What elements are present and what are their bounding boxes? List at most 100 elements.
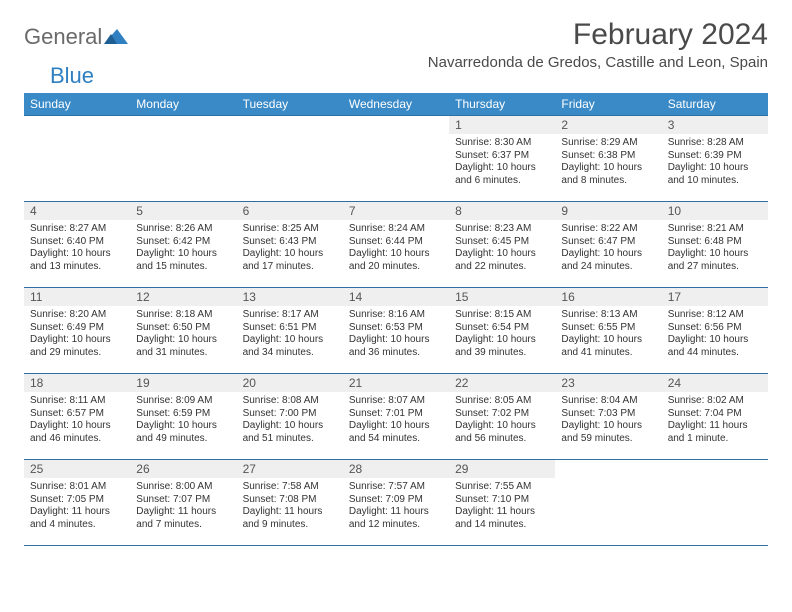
day-number: 18 (24, 374, 130, 392)
week-row: 11Sunrise: 8:20 AMSunset: 6:49 PMDayligh… (24, 288, 768, 374)
col-tuesday: Tuesday (237, 93, 343, 116)
day-cell: 12Sunrise: 8:18 AMSunset: 6:50 PMDayligh… (130, 288, 236, 374)
day-details: Sunrise: 8:27 AMSunset: 6:40 PMDaylight:… (24, 220, 130, 277)
col-sunday: Sunday (24, 93, 130, 116)
day-cell (237, 116, 343, 202)
day-number: 19 (130, 374, 236, 392)
calendar-table: Sunday Monday Tuesday Wednesday Thursday… (24, 93, 768, 546)
day-cell (24, 116, 130, 202)
day-number: 14 (343, 288, 449, 306)
day-details: Sunrise: 8:18 AMSunset: 6:50 PMDaylight:… (130, 306, 236, 363)
day-details: Sunrise: 8:09 AMSunset: 6:59 PMDaylight:… (130, 392, 236, 449)
day-number: 28 (343, 460, 449, 478)
day-cell: 29Sunrise: 7:55 AMSunset: 7:10 PMDayligh… (449, 460, 555, 546)
day-cell (343, 116, 449, 202)
day-cell: 4Sunrise: 8:27 AMSunset: 6:40 PMDaylight… (24, 202, 130, 288)
day-cell: 17Sunrise: 8:12 AMSunset: 6:56 PMDayligh… (662, 288, 768, 374)
day-cell: 21Sunrise: 8:07 AMSunset: 7:01 PMDayligh… (343, 374, 449, 460)
day-number: 22 (449, 374, 555, 392)
day-details: Sunrise: 8:30 AMSunset: 6:37 PMDaylight:… (449, 134, 555, 191)
day-details: Sunrise: 8:24 AMSunset: 6:44 PMDaylight:… (343, 220, 449, 277)
logo: General (24, 18, 130, 50)
day-details: Sunrise: 7:55 AMSunset: 7:10 PMDaylight:… (449, 478, 555, 535)
day-number: 6 (237, 202, 343, 220)
day-details: Sunrise: 8:21 AMSunset: 6:48 PMDaylight:… (662, 220, 768, 277)
day-number: 12 (130, 288, 236, 306)
day-number: 10 (662, 202, 768, 220)
day-cell: 26Sunrise: 8:00 AMSunset: 7:07 PMDayligh… (130, 460, 236, 546)
logo-triangle-icon (104, 24, 128, 50)
day-details: Sunrise: 8:12 AMSunset: 6:56 PMDaylight:… (662, 306, 768, 363)
day-cell: 13Sunrise: 8:17 AMSunset: 6:51 PMDayligh… (237, 288, 343, 374)
day-number: 26 (130, 460, 236, 478)
day-cell: 20Sunrise: 8:08 AMSunset: 7:00 PMDayligh… (237, 374, 343, 460)
day-number: 13 (237, 288, 343, 306)
col-friday: Friday (555, 93, 661, 116)
day-details: Sunrise: 8:26 AMSunset: 6:42 PMDaylight:… (130, 220, 236, 277)
day-number: 17 (662, 288, 768, 306)
day-details: Sunrise: 8:15 AMSunset: 6:54 PMDaylight:… (449, 306, 555, 363)
day-cell: 24Sunrise: 8:02 AMSunset: 7:04 PMDayligh… (662, 374, 768, 460)
day-number: 4 (24, 202, 130, 220)
day-details: Sunrise: 8:02 AMSunset: 7:04 PMDaylight:… (662, 392, 768, 449)
day-number: 5 (130, 202, 236, 220)
day-cell: 3Sunrise: 8:28 AMSunset: 6:39 PMDaylight… (662, 116, 768, 202)
day-number: 8 (449, 202, 555, 220)
day-cell: 2Sunrise: 8:29 AMSunset: 6:38 PMDaylight… (555, 116, 661, 202)
logo-text-general: General (24, 24, 102, 50)
day-number: 16 (555, 288, 661, 306)
day-number: 29 (449, 460, 555, 478)
day-details: Sunrise: 8:17 AMSunset: 6:51 PMDaylight:… (237, 306, 343, 363)
day-cell: 8Sunrise: 8:23 AMSunset: 6:45 PMDaylight… (449, 202, 555, 288)
day-details: Sunrise: 8:01 AMSunset: 7:05 PMDaylight:… (24, 478, 130, 535)
day-number: 25 (24, 460, 130, 478)
day-details: Sunrise: 8:07 AMSunset: 7:01 PMDaylight:… (343, 392, 449, 449)
logo-text-blue: Blue (50, 63, 792, 89)
week-row: 4Sunrise: 8:27 AMSunset: 6:40 PMDaylight… (24, 202, 768, 288)
day-details: Sunrise: 8:29 AMSunset: 6:38 PMDaylight:… (555, 134, 661, 191)
day-number: 1 (449, 116, 555, 134)
day-details: Sunrise: 8:04 AMSunset: 7:03 PMDaylight:… (555, 392, 661, 449)
day-details: Sunrise: 8:23 AMSunset: 6:45 PMDaylight:… (449, 220, 555, 277)
day-number: 21 (343, 374, 449, 392)
day-details: Sunrise: 8:05 AMSunset: 7:02 PMDaylight:… (449, 392, 555, 449)
col-monday: Monday (130, 93, 236, 116)
month-title: February 2024 (428, 18, 768, 52)
day-number: 7 (343, 202, 449, 220)
day-cell: 16Sunrise: 8:13 AMSunset: 6:55 PMDayligh… (555, 288, 661, 374)
day-details: Sunrise: 8:22 AMSunset: 6:47 PMDaylight:… (555, 220, 661, 277)
day-cell: 10Sunrise: 8:21 AMSunset: 6:48 PMDayligh… (662, 202, 768, 288)
col-saturday: Saturday (662, 93, 768, 116)
day-number: 23 (555, 374, 661, 392)
day-number: 27 (237, 460, 343, 478)
day-cell (662, 460, 768, 546)
weekday-header-row: Sunday Monday Tuesday Wednesday Thursday… (24, 93, 768, 116)
day-cell: 15Sunrise: 8:15 AMSunset: 6:54 PMDayligh… (449, 288, 555, 374)
day-cell: 25Sunrise: 8:01 AMSunset: 7:05 PMDayligh… (24, 460, 130, 546)
day-details: Sunrise: 8:13 AMSunset: 6:55 PMDaylight:… (555, 306, 661, 363)
day-cell: 9Sunrise: 8:22 AMSunset: 6:47 PMDaylight… (555, 202, 661, 288)
day-details: Sunrise: 8:08 AMSunset: 7:00 PMDaylight:… (237, 392, 343, 449)
day-cell: 19Sunrise: 8:09 AMSunset: 6:59 PMDayligh… (130, 374, 236, 460)
day-details: Sunrise: 7:58 AMSunset: 7:08 PMDaylight:… (237, 478, 343, 535)
col-thursday: Thursday (449, 93, 555, 116)
day-details: Sunrise: 8:11 AMSunset: 6:57 PMDaylight:… (24, 392, 130, 449)
day-cell: 22Sunrise: 8:05 AMSunset: 7:02 PMDayligh… (449, 374, 555, 460)
day-number: 3 (662, 116, 768, 134)
day-details: Sunrise: 8:16 AMSunset: 6:53 PMDaylight:… (343, 306, 449, 363)
day-number: 2 (555, 116, 661, 134)
day-cell: 11Sunrise: 8:20 AMSunset: 6:49 PMDayligh… (24, 288, 130, 374)
day-details: Sunrise: 8:28 AMSunset: 6:39 PMDaylight:… (662, 134, 768, 191)
day-cell: 28Sunrise: 7:57 AMSunset: 7:09 PMDayligh… (343, 460, 449, 546)
day-cell: 6Sunrise: 8:25 AMSunset: 6:43 PMDaylight… (237, 202, 343, 288)
day-cell: 5Sunrise: 8:26 AMSunset: 6:42 PMDaylight… (130, 202, 236, 288)
day-details: Sunrise: 8:25 AMSunset: 6:43 PMDaylight:… (237, 220, 343, 277)
day-details: Sunrise: 8:00 AMSunset: 7:07 PMDaylight:… (130, 478, 236, 535)
day-cell: 7Sunrise: 8:24 AMSunset: 6:44 PMDaylight… (343, 202, 449, 288)
day-cell (130, 116, 236, 202)
day-number: 9 (555, 202, 661, 220)
day-details: Sunrise: 7:57 AMSunset: 7:09 PMDaylight:… (343, 478, 449, 535)
day-cell: 27Sunrise: 7:58 AMSunset: 7:08 PMDayligh… (237, 460, 343, 546)
week-row: 18Sunrise: 8:11 AMSunset: 6:57 PMDayligh… (24, 374, 768, 460)
day-number: 20 (237, 374, 343, 392)
